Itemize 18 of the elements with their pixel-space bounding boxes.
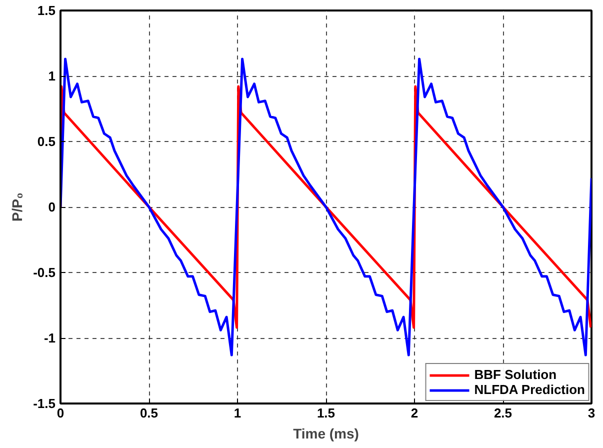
x-tick-label: 2.5 [494,406,512,420]
x-tick-label: 2 [410,406,418,420]
y-tick-label: -1.5 [33,396,56,411]
y-tick-label: 0.5 [37,134,56,149]
x-tick-label: 1 [234,406,242,420]
y-tick-label: 1.5 [37,3,56,18]
x-tick-label: 3 [588,406,596,420]
x-axis-title: Time (ms) [293,426,359,442]
y-axis-title: P/P₀ [9,192,26,222]
y-tick-label: 0 [48,200,56,214]
legend-label: BBF Solution [474,367,557,382]
y-tick-label: -0.5 [33,265,56,280]
line-series [60,58,592,356]
y-tick-label: -1 [44,330,56,346]
legend-label: NLFDA Prediction [474,382,585,397]
x-tick-label: 1.5 [316,406,336,420]
x-tick-label: 0.5 [140,406,158,420]
y-tick-label: 1 [48,68,56,84]
